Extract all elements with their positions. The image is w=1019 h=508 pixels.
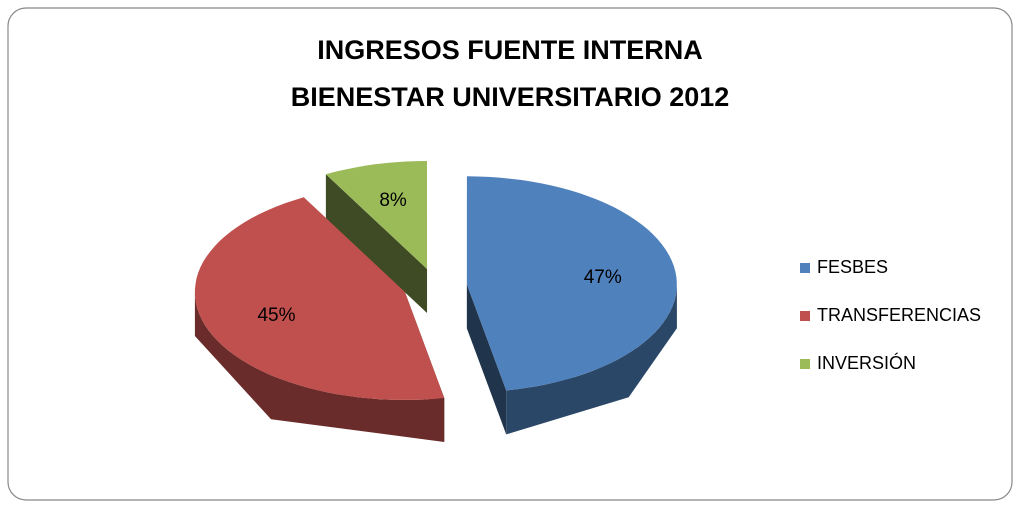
legend-label: TRANSFERENCIAS [817, 305, 981, 325]
slice [466, 176, 677, 391]
data-label: 47% [584, 267, 622, 288]
chart-title: BIENESTAR UNIVERSITARIO 2012 [291, 82, 730, 112]
slice-wall [325, 174, 428, 313]
legend-swatch [800, 263, 810, 273]
legend-label: FESBES [817, 257, 888, 277]
legend-label: INVERSIÓN [817, 352, 916, 373]
legend-swatch [800, 359, 810, 369]
slice-side [506, 284, 677, 435]
slice-wall [466, 284, 507, 435]
legend-swatch [800, 311, 810, 321]
chart-title: INGRESOS FUENTE INTERNA [317, 35, 703, 65]
slice [325, 161, 428, 269]
slice-side [194, 292, 445, 442]
data-label: 45% [257, 305, 295, 326]
data-label: 8% [379, 190, 407, 211]
slice [194, 197, 445, 400]
